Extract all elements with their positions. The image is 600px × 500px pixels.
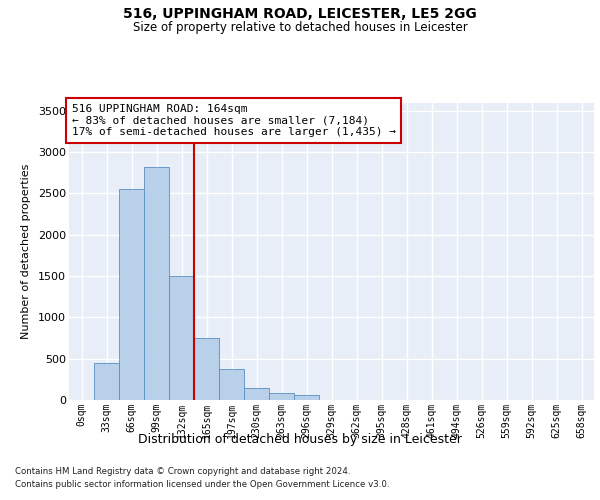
Bar [144, 167, 169, 400]
Y-axis label: Number of detached properties: Number of detached properties [21, 164, 31, 339]
Bar [294, 395, 319, 400]
Text: 516, UPPINGHAM ROAD, LEICESTER, LE5 2GG: 516, UPPINGHAM ROAD, LEICESTER, LE5 2GG [123, 8, 477, 22]
Text: Contains public sector information licensed under the Open Government Licence v3: Contains public sector information licen… [15, 480, 389, 489]
Text: Size of property relative to detached houses in Leicester: Size of property relative to detached ho… [133, 21, 467, 34]
Bar [194, 338, 219, 400]
Bar [119, 190, 144, 400]
Text: 516 UPPINGHAM ROAD: 164sqm
← 83% of detached houses are smaller (7,184)
17% of s: 516 UPPINGHAM ROAD: 164sqm ← 83% of deta… [71, 104, 395, 137]
Bar [269, 394, 294, 400]
Text: Distribution of detached houses by size in Leicester: Distribution of detached houses by size … [138, 432, 462, 446]
Bar [244, 388, 269, 400]
Text: Contains HM Land Registry data © Crown copyright and database right 2024.: Contains HM Land Registry data © Crown c… [15, 468, 350, 476]
Bar [219, 368, 244, 400]
Bar [94, 363, 119, 400]
Bar [169, 276, 194, 400]
